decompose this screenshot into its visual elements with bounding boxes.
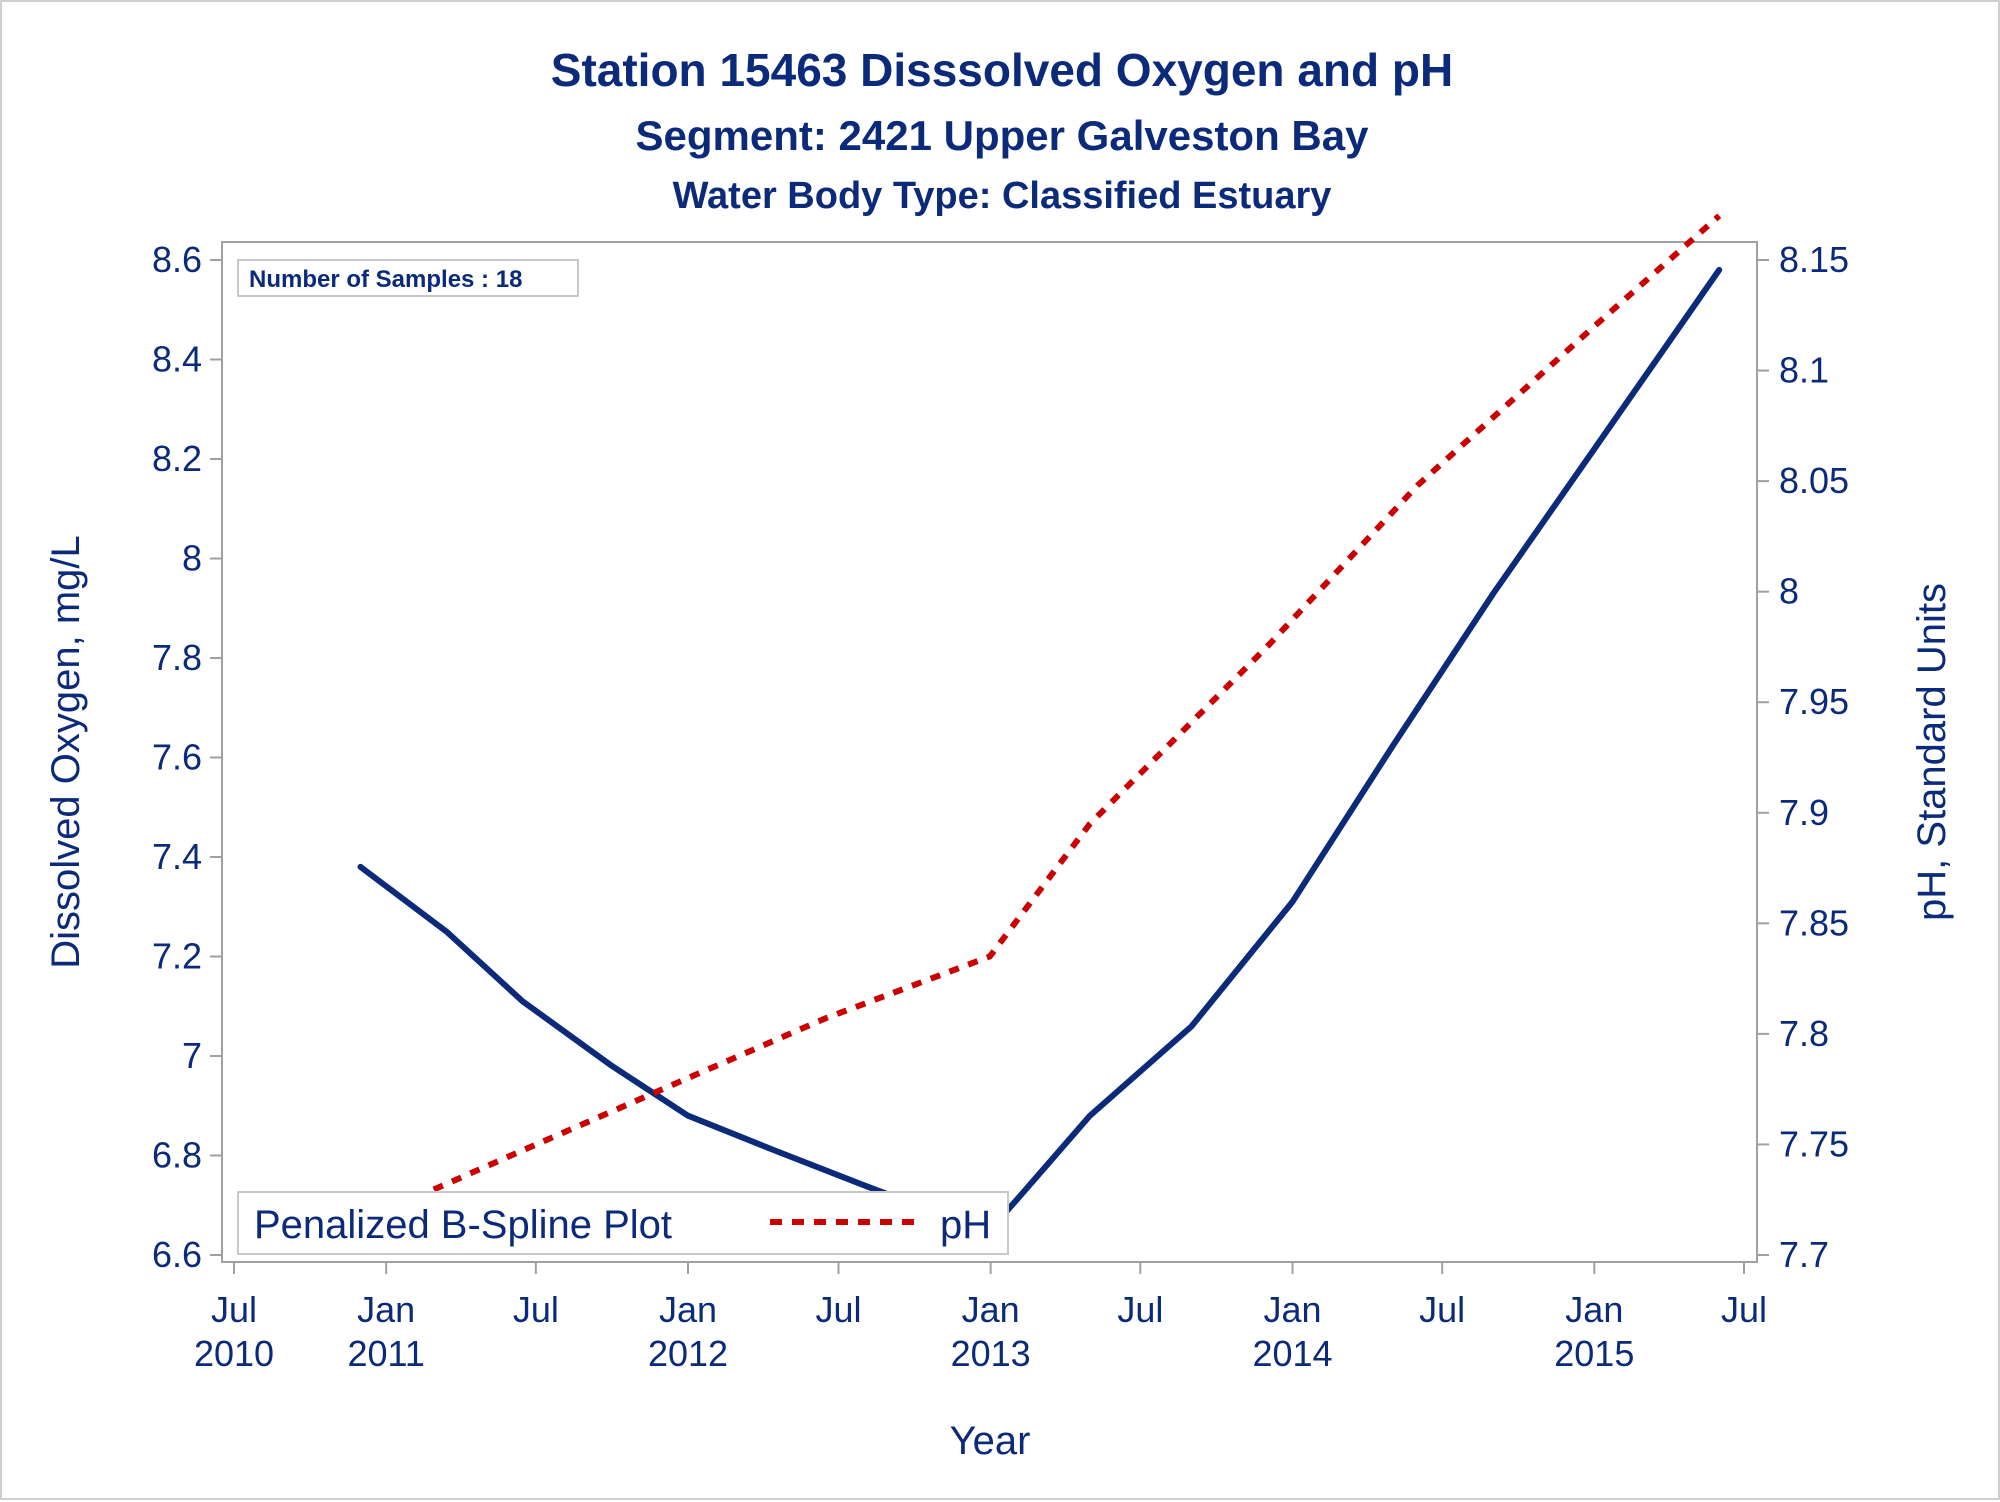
legend: Penalized B-Spline Plot pH	[237, 1191, 1009, 1255]
y2-tick-label: 7.9	[1779, 792, 1829, 833]
y-tick-label: 8	[182, 538, 202, 579]
chart-subtitle: Segment: 2421 Upper Galveston Bay	[636, 112, 1370, 159]
x-tick-year: 2014	[1252, 1333, 1332, 1374]
x-tick-month: Jul	[815, 1289, 861, 1330]
y2-tick-label: 7.8	[1779, 1013, 1829, 1054]
y2-tick-label: 8	[1779, 571, 1799, 612]
plot-area	[221, 241, 1758, 1263]
x-tick-month: Jul	[211, 1289, 257, 1330]
y2-tick-label: 8.05	[1779, 460, 1849, 501]
y2-tick-label: 7.75	[1779, 1123, 1849, 1164]
x-tick-month: Jan	[357, 1289, 415, 1330]
x-tick-year: 2012	[648, 1333, 728, 1374]
sample-count-box: Number of Samples : 18	[237, 259, 579, 297]
y-tick-label: 7.2	[152, 936, 202, 977]
y-tick-label: 7.6	[152, 737, 202, 778]
legend-box	[237, 1191, 1009, 1255]
y-axis: 6.6 6.8 7 7.2 7.4 7.6 7.8 8 8.2 8.4 8.6	[152, 239, 222, 1275]
y2-tick-label: 7.95	[1779, 681, 1849, 722]
chart-title: Station 15463 Disssolved Oxygen and pH	[551, 44, 1453, 96]
y-axis-label: Dissolved Oxygen, mg/L	[44, 535, 88, 969]
x-axis-label: Year	[950, 1419, 1031, 1463]
chart-subtitle-2: Water Body Type: Classified Estuary	[673, 175, 1332, 217]
y2-axis-label: pH, Standard Units	[1910, 583, 1954, 921]
x-tick-month: Jan	[1263, 1289, 1321, 1330]
x-tick-month: Jan	[659, 1289, 717, 1330]
x-tick-month: Jul	[1419, 1289, 1465, 1330]
legend-ph-label: pH	[940, 1203, 991, 1247]
legend-title: Penalized B-Spline Plot	[254, 1203, 672, 1247]
x-tick-year: 2013	[951, 1333, 1031, 1374]
ph-line	[359, 213, 1722, 1225]
y2-tick-label: 7.85	[1779, 902, 1849, 943]
y-tick-label: 8.2	[152, 438, 202, 479]
x-tick-month: Jul	[1721, 1289, 1767, 1330]
y-tick-label: 7.8	[152, 637, 202, 678]
x-tick-month: Jul	[1117, 1289, 1163, 1330]
x-tick-month: Jan	[1565, 1289, 1623, 1330]
y-tick-label: 8.6	[152, 239, 202, 280]
x-tick-month: Jul	[513, 1289, 559, 1330]
y2-tick-label: 7.7	[1779, 1234, 1829, 1275]
x-tick-month: Jan	[962, 1289, 1020, 1330]
y-tick-label: 7	[182, 1035, 202, 1076]
x-tick-year: 2015	[1554, 1333, 1634, 1374]
y-tick-label: 7.4	[152, 836, 202, 877]
y2-tick-label: 8.1	[1779, 350, 1829, 391]
x-tick-year: 2011	[347, 1333, 424, 1374]
y2-tick-label: 8.15	[1779, 239, 1849, 280]
x-tick-year: 2010	[194, 1333, 274, 1374]
y-tick-label: 6.6	[152, 1234, 202, 1275]
y2-axis: 7.7 7.75 7.8 7.85 7.9 7.95 8 8.05 8.1 8.15	[1757, 239, 1849, 1275]
sample-count-text: Number of Samples : 18	[249, 266, 522, 293]
y-tick-label: 6.8	[152, 1135, 202, 1176]
y-tick-label: 8.4	[152, 339, 202, 380]
